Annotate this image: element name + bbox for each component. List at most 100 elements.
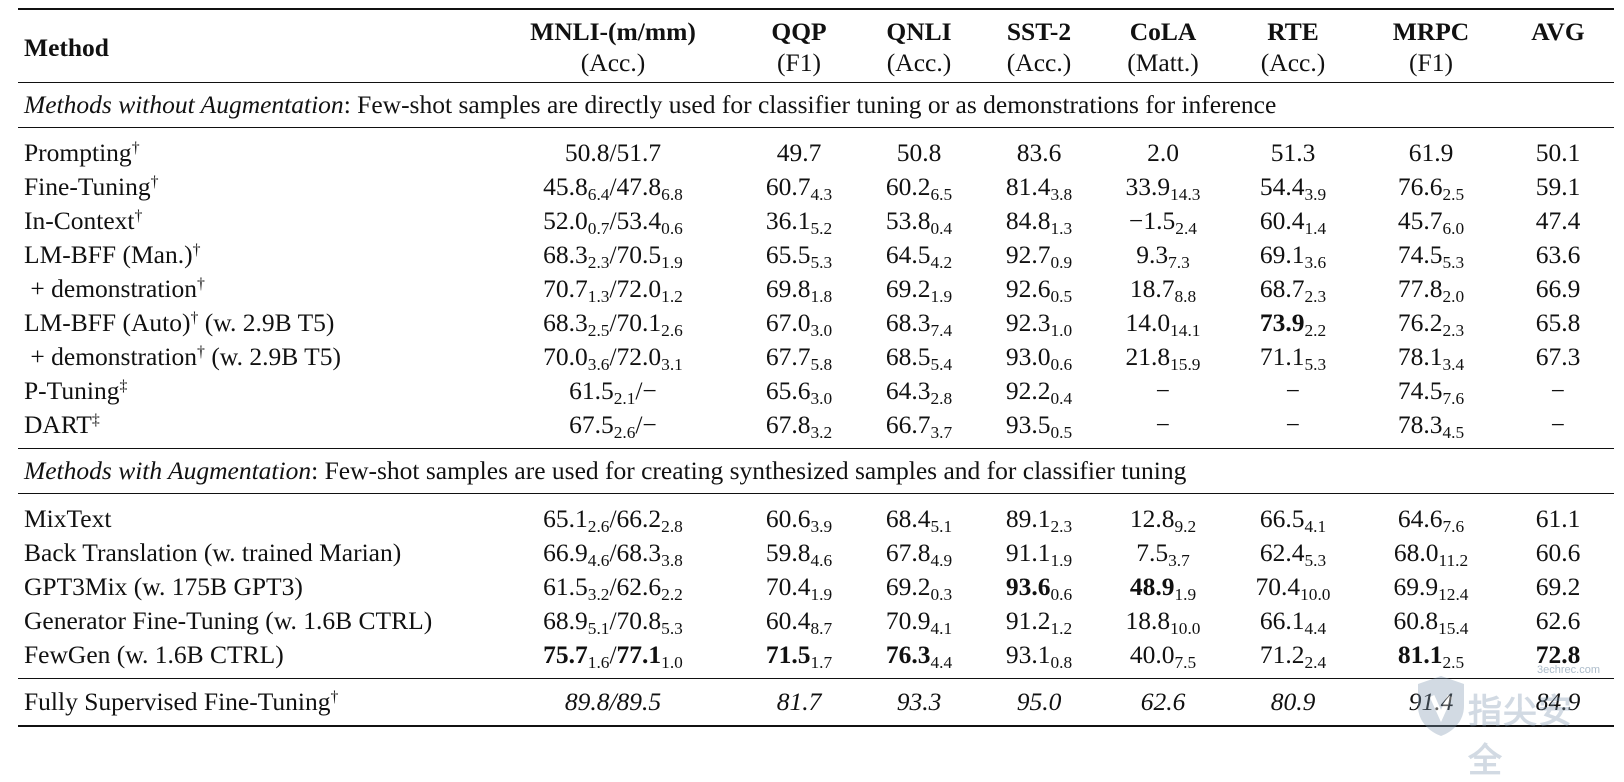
best-value: 73.9 [1259, 308, 1305, 337]
score-cell: 67.84.9 [860, 536, 978, 570]
column-metric: (Acc.) [1006, 48, 1072, 77]
std-value: 0.6 [661, 219, 683, 239]
score-cell: 91.4 [1360, 679, 1502, 725]
score-cell: 65.55.3 [738, 238, 860, 272]
cell-value: 77.8 [1397, 274, 1443, 303]
score-cell: 61.52.1/− [488, 374, 738, 408]
score-cell: 64.54.2 [860, 238, 978, 272]
cell-value: 59.1 [1535, 172, 1581, 201]
std-value: 0.4 [930, 219, 953, 239]
std-value: 1.3 [587, 287, 610, 307]
score-cell: 69.13.6 [1226, 238, 1360, 272]
score-cell: 59.1 [1502, 170, 1614, 204]
method-cell: In-Context† [18, 204, 488, 238]
std-value: 5.8 [810, 355, 833, 375]
std-value: 3.7 [1168, 551, 1190, 571]
cell-value: 21.8 [1125, 342, 1171, 371]
score-cell: 66.54.1 [1226, 494, 1360, 536]
table-row: LM-BFF (Man.)† 68.32.3/70.51.9 65.55.3 64.5… [18, 238, 1614, 272]
column-name: QQP [771, 17, 827, 46]
score-cell: 68.32.3/70.51.9 [488, 238, 738, 272]
score-cell: 65.12.6/66.22.8 [488, 494, 738, 536]
std-value: 9.2 [1174, 517, 1197, 537]
score-cell: 69.2 [1502, 570, 1614, 604]
score-cell: 60.48.7 [738, 604, 860, 638]
std-value: 2.8 [661, 517, 683, 537]
cell-value: 68.3 [543, 240, 588, 269]
method-name: Prompting [24, 138, 132, 167]
cell-value: 69.8 [765, 274, 811, 303]
cell-value: 64.3 [885, 376, 931, 405]
std-value: 3.2 [587, 585, 610, 605]
score-cell: 60.26.5 [860, 170, 978, 204]
cell-value: 49.7 [776, 138, 822, 167]
cell-value: 62.6 [1535, 606, 1581, 635]
cell-value: 65.1 [543, 504, 588, 533]
std-value: 7.5 [1174, 653, 1197, 673]
score-cell: 71.15.3 [1226, 340, 1360, 374]
score-cell: 93.50.5 [978, 408, 1100, 449]
score-cell: 77.82.0 [1360, 272, 1502, 306]
table-row: MixText 65.12.6/66.22.8 60.63.9 68.45.1 89.1… [18, 494, 1614, 536]
cell-value: 67.3 [1535, 342, 1581, 371]
cell-value: 64.5 [885, 240, 931, 269]
section-description: : Few-shot samples are directly used for… [343, 90, 1277, 119]
cell-value: /− [635, 376, 657, 405]
section-rule [18, 493, 1614, 494]
cell-value: / [609, 640, 617, 669]
std-value: 5.3 [1304, 551, 1327, 571]
column-header: RTE (Acc.) [1226, 9, 1360, 83]
score-cell: 73.92.2 [1226, 306, 1360, 340]
method-extra: (w. 2.9B T5) [204, 342, 341, 371]
footnote-mark: † [197, 275, 205, 293]
std-value: 0.6 [1050, 355, 1073, 375]
score-cell: 33.914.3 [1100, 170, 1226, 204]
std-value: 5.3 [1304, 355, 1327, 375]
cell-value: 67.0 [765, 308, 811, 337]
column-metric: (Acc.) [886, 48, 952, 77]
cell-value: 61.5 [569, 376, 614, 405]
method-cell: LM-BFF (Auto)† (w. 2.9B T5) [18, 306, 488, 340]
cell-value: 50.1 [1535, 138, 1581, 167]
column-header: QNLI (Acc.) [860, 9, 978, 83]
footer-rule [18, 678, 1614, 679]
table-row: Back Translation (w. trained Marian) 66.9… [18, 536, 1614, 570]
score-cell: 68.37.4 [860, 306, 978, 340]
std-value: 2.3 [587, 253, 610, 273]
std-value: 2.3 [1050, 517, 1073, 537]
score-cell: 70.94.1 [860, 604, 978, 638]
score-cell: 81.43.8 [978, 170, 1100, 204]
method-cell: FewGen (w. 1.6B CTRL) [18, 638, 488, 679]
method-cell: Fully Supervised Fine-Tuning† [18, 679, 488, 725]
cell-value: 53.8 [885, 206, 931, 235]
cell-value: 67.7 [765, 342, 811, 371]
cell-value: 68.7 [1259, 274, 1305, 303]
std-value: 7.4 [930, 321, 953, 341]
best-value: 76.3 [885, 640, 931, 669]
table-row: P-Tuning‡ 61.52.1/− 65.63.0 64.32.8 92.20.4−… [18, 374, 1614, 408]
score-cell: − [1100, 408, 1226, 449]
std-value: 7.6 [1442, 517, 1465, 537]
std-value: 10.0 [1170, 619, 1201, 639]
score-cell: 93.10.8 [978, 638, 1100, 679]
std-value: 0.3 [930, 585, 953, 605]
method-name: Generator Fine-Tuning (w. 1.6B CTRL) [24, 606, 433, 635]
cell-value: 52.0 [543, 206, 588, 235]
cell-value: 74.5 [1397, 240, 1443, 269]
cell-value: −1.5 [1129, 206, 1176, 235]
std-value: 2.4 [1304, 653, 1327, 673]
std-value: 5.3 [1442, 253, 1465, 273]
std-value: 2.6 [661, 321, 683, 341]
score-cell: 21.815.9 [1100, 340, 1226, 374]
cell-value: 59.8 [765, 538, 811, 567]
score-cell: 67.3 [1502, 340, 1614, 374]
cell-value: 45.7 [1397, 206, 1443, 235]
score-cell: 53.80.4 [860, 204, 978, 238]
cell-value: 70.0 [543, 342, 588, 371]
score-cell: − [1502, 408, 1614, 449]
score-cell: 66.73.7 [860, 408, 978, 449]
score-cell: 93.3 [896, 687, 942, 716]
std-value: 7.6 [1442, 389, 1465, 409]
cell-value: /53.4 [609, 206, 662, 235]
score-cell: 67.03.0 [738, 306, 860, 340]
